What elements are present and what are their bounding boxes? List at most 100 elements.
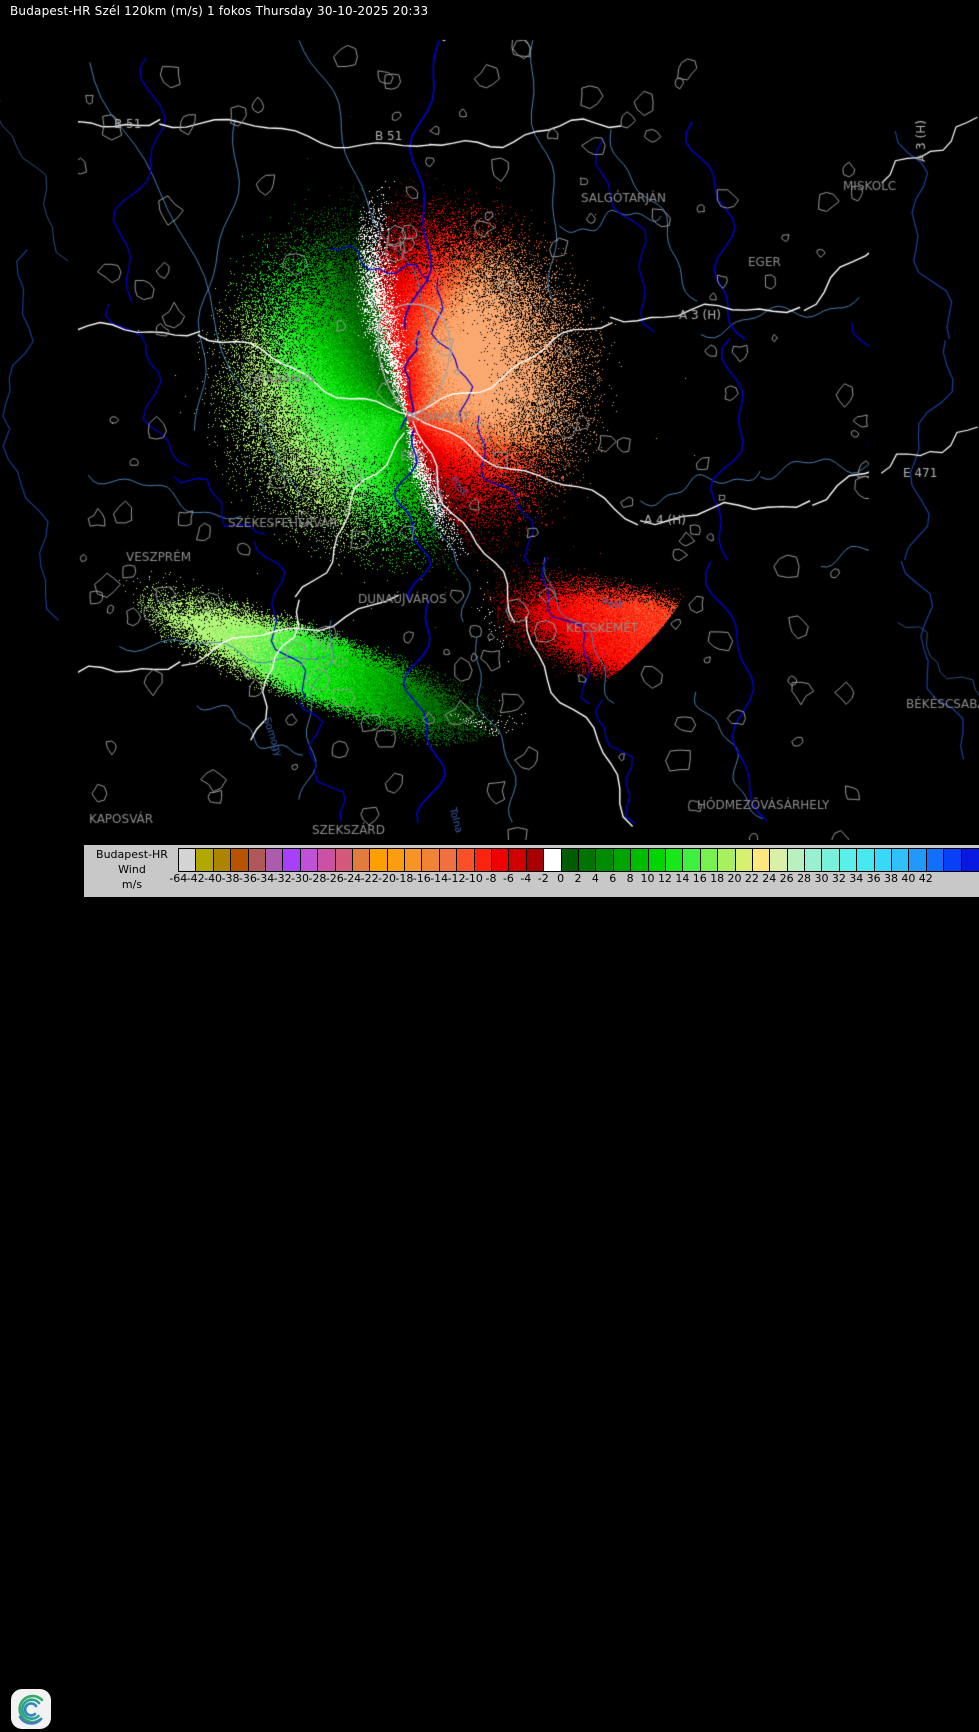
met-spiral-logo [11,1689,51,1729]
tick-label: 42 [918,872,933,885]
color-swatch-15[interactable] [439,849,458,871]
color-swatch-0[interactable] [179,849,197,871]
color-swatch-30[interactable] [700,849,719,871]
color-swatch-13[interactable] [405,849,423,871]
tick-label: -2 [537,872,549,885]
tick-label: 2 [574,872,582,885]
color-swatch-28[interactable] [665,849,684,871]
tick-label: 10 [640,872,655,885]
color-swatch-34[interactable] [770,849,788,871]
color-swatch-37[interactable] [822,849,840,871]
tick-label: 0 [557,872,565,885]
color-swatch-35[interactable] [787,849,806,871]
tick-label: -36 [238,872,257,885]
legend-title: Budapest-HR Wind m/s [88,847,176,895]
color-swatch-24[interactable] [596,849,614,871]
tick-label: -12 [447,872,466,885]
color-swatch-18[interactable] [492,849,510,871]
tick-label: 28 [797,872,812,885]
legend-line-1: Budapest-HR [96,848,168,861]
radar-image[interactable] [0,18,979,840]
color-swatch-21[interactable] [544,849,562,871]
tick-label: -40 [204,872,223,885]
color-swatch-43[interactable] [926,849,945,871]
color-swatch-36[interactable] [805,849,823,871]
page-title: Budapest-HR Szél 120km (m/s) 1 fokos Thu… [10,4,429,18]
color-swatch-42[interactable] [909,849,927,871]
color-swatch-26[interactable] [631,849,649,871]
tick-label: 22 [744,872,759,885]
radar-application: Budapest-HR Szél 120km (m/s) 1 fokos Thu… [0,4,979,1729]
tick-label: -16 [412,872,431,885]
color-swatch-11[interactable] [370,849,388,871]
tick-label: -18 [395,872,414,885]
tick-label: -4 [520,872,532,885]
color-swatch-33[interactable] [752,849,771,871]
radar-map-viewport[interactable] [0,18,979,840]
color-swatch-5[interactable] [265,849,284,871]
color-swatch-19[interactable] [509,849,527,871]
tick-label: -14 [430,872,449,885]
tick-label: 6 [609,872,617,885]
tick-label: 26 [779,872,794,885]
color-swatch-10[interactable] [352,849,371,871]
tick-label: 14 [675,872,690,885]
color-swatch-4[interactable] [248,849,266,871]
color-swatch-31[interactable] [718,849,736,871]
tick-label: -22 [360,872,379,885]
tick-label: 8 [626,872,634,885]
tick-label: -34 [256,872,275,885]
color-swatch-16[interactable] [457,849,475,871]
color-swatch-3[interactable] [231,849,249,871]
tick-label: 16 [692,872,707,885]
tick-label: 36 [866,872,881,885]
tick-label: -10 [464,872,483,885]
color-swatch-20[interactable] [526,849,545,871]
color-swatch-17[interactable] [474,849,493,871]
color-scale-legend: Budapest-HR Wind m/s -64 -42 -40 -38 -36 -34-… [0,840,979,1729]
color-swatch-38[interactable] [839,849,858,871]
color-swatch-41[interactable] [892,849,910,871]
tick-label: -38 [221,872,240,885]
tick-label: -30 [291,872,310,885]
color-swatch-45[interactable] [961,849,979,871]
color-swatch-14[interactable] [422,849,440,871]
tick-label: -26 [325,872,344,885]
color-swatch-2[interactable] [213,849,232,871]
color-swatch-8[interactable] [318,849,336,871]
tick-label: -8 [485,872,497,885]
color-swatch-strip[interactable] [178,848,979,872]
tick-label: -6 [502,872,514,885]
tick-label: 30 [814,872,829,885]
tick-label: 38 [884,872,899,885]
color-swatch-1[interactable] [196,849,214,871]
tick-label: 24 [762,872,777,885]
color-swatch-44[interactable] [944,849,962,871]
color-swatch-7[interactable] [300,849,319,871]
tick-label: 4 [591,872,599,885]
tick-label: -42 [186,872,205,885]
legend-line-2: Wind [118,863,146,876]
color-swatch-22[interactable] [561,849,579,871]
color-swatch-6[interactable] [283,849,301,871]
color-swatch-32[interactable] [735,849,753,871]
tick-label: 40 [901,872,916,885]
color-swatch-9[interactable] [335,849,353,871]
color-swatch-12[interactable] [387,849,406,871]
tick-label: -64 [169,872,188,885]
tick-label: 12 [657,872,672,885]
color-scale-tick-labels: -64 -42 -40 -38 -36 -34 -32 -30 -28 -26 -24 -22 -20-… [169,872,978,888]
color-swatch-40[interactable] [874,849,893,871]
tick-label: -32 [273,872,292,885]
tick-label: 34 [849,872,864,885]
tick-label: -20 [378,872,396,885]
color-swatch-29[interactable] [683,849,701,871]
legend-line-3: m/s [121,878,143,891]
color-swatch-39[interactable] [857,849,875,871]
color-swatch-27[interactable] [648,849,666,871]
tick-label: -24 [343,872,362,885]
color-swatch-25[interactable] [613,849,632,871]
tick-label: 18 [710,872,725,885]
color-swatch-23[interactable] [578,849,597,871]
tick-label: 32 [831,872,846,885]
